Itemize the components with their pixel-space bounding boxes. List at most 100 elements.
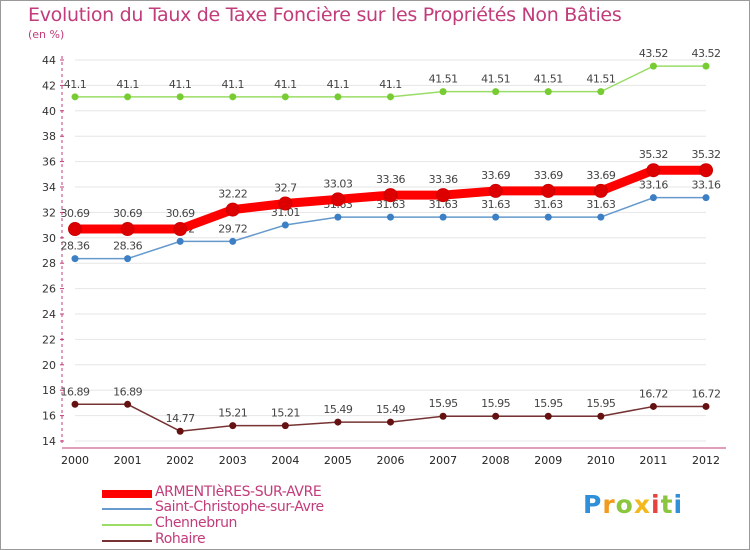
- data-point: [383, 188, 398, 203]
- data-label: 15.21: [271, 407, 300, 420]
- legend-label: ARMENTIèRES-SUR-AVRE: [155, 484, 322, 500]
- data-label: 33.16: [692, 179, 721, 192]
- data-point: [439, 88, 447, 96]
- x-tick-label: 2012: [692, 454, 720, 467]
- data-label: 31.63: [429, 198, 458, 211]
- data-label: 31.63: [534, 198, 563, 211]
- x-tick-label: 2010: [587, 454, 615, 467]
- data-point: [649, 62, 657, 70]
- data-label: 33.36: [429, 173, 458, 186]
- data-point: [544, 88, 552, 96]
- data-point: [492, 88, 500, 96]
- data-point: [334, 93, 342, 101]
- data-label: 16.89: [61, 385, 90, 398]
- data-point: [173, 222, 188, 237]
- data-label: 30.69: [61, 207, 90, 220]
- data-point: [68, 222, 82, 237]
- data-label: 33.69: [534, 169, 563, 182]
- data-point: [387, 418, 394, 426]
- data-point: [330, 192, 345, 207]
- y-tick-label: 32: [42, 206, 56, 219]
- data-point: [124, 400, 132, 408]
- data-point: [229, 422, 237, 430]
- data-point: [124, 93, 132, 101]
- data-label: 35.32: [639, 148, 668, 161]
- y-tick-label: 38: [42, 130, 56, 143]
- data-label: 33.69: [481, 169, 510, 182]
- data-point: [488, 183, 503, 198]
- data-point: [387, 213, 394, 221]
- data-point: [176, 237, 184, 245]
- data-label: 15.95: [481, 397, 510, 410]
- data-label: 33.16: [639, 179, 668, 192]
- data-point: [225, 202, 240, 217]
- data-label: 31.63: [376, 198, 405, 211]
- data-label: 15.49: [323, 403, 352, 416]
- legend-swatch: [102, 524, 152, 526]
- y-tick-label: 16: [42, 410, 56, 423]
- data-label: 15.95: [534, 397, 563, 410]
- x-tick-label: 2003: [219, 454, 247, 467]
- data-label: 43.52: [639, 47, 668, 60]
- data-label: 16.72: [692, 387, 721, 400]
- logo-letter: x: [633, 490, 651, 519]
- data-label: 33.03: [323, 177, 352, 190]
- data-point: [702, 62, 710, 70]
- chart-title: Evolution du Taux de Taxe Foncière sur l…: [28, 4, 622, 26]
- data-point: [702, 402, 710, 410]
- y-tick-label: 36: [42, 156, 56, 169]
- y-tick-label: 18: [42, 384, 56, 397]
- data-label: 41.1: [64, 78, 87, 91]
- data-label: 14.77: [166, 412, 195, 425]
- y-tick-label: 42: [42, 79, 56, 92]
- y-tick-label: 28: [42, 257, 56, 270]
- y-axis-unit: (en %): [28, 28, 65, 41]
- data-label: 16.89: [113, 385, 142, 398]
- data-point: [176, 93, 184, 101]
- data-label: 41.1: [169, 78, 192, 91]
- data-label: 41.51: [534, 73, 563, 86]
- data-label: 43.52: [692, 47, 721, 60]
- data-label: 28.36: [61, 240, 90, 253]
- y-tick-label: 20: [42, 359, 56, 372]
- data-label: 28.36: [113, 240, 142, 253]
- y-tick-label: 22: [42, 333, 56, 346]
- x-tick-label: 2011: [639, 454, 667, 467]
- data-label: 30.69: [113, 207, 142, 220]
- x-tick-label: 2005: [324, 454, 352, 467]
- y-tick-label: 40: [42, 105, 56, 118]
- data-point: [492, 213, 500, 221]
- data-label: 15.49: [376, 403, 405, 416]
- data-point: [281, 422, 289, 430]
- data-point: [597, 213, 605, 221]
- data-label: 35.32: [692, 148, 721, 161]
- data-point: [124, 255, 132, 263]
- data-point: [278, 196, 293, 211]
- x-tick-label: 2007: [429, 454, 457, 467]
- data-label: 15.21: [218, 407, 247, 420]
- data-point: [281, 221, 289, 229]
- data-point: [541, 183, 556, 198]
- data-label: 29.72: [218, 222, 247, 235]
- data-point: [597, 412, 605, 420]
- data-point: [702, 194, 710, 202]
- legend-label: Saint-Christophe-sur-Avre: [155, 499, 324, 515]
- data-label: 33.36: [376, 173, 405, 186]
- x-tick-label: 2009: [534, 454, 562, 467]
- data-label: 31.01: [271, 206, 300, 219]
- y-tick-label: 14: [42, 435, 56, 448]
- x-tick-label: 2002: [166, 454, 194, 467]
- data-label: 41.51: [429, 73, 458, 86]
- data-point: [597, 88, 605, 96]
- data-point: [544, 213, 552, 221]
- legend-label: Chennebrun: [155, 515, 238, 531]
- data-point: [439, 213, 447, 221]
- data-label: 15.95: [586, 397, 615, 410]
- data-point: [229, 237, 237, 245]
- y-tick-label: 44: [42, 54, 56, 67]
- y-tick-label: 30: [42, 232, 56, 245]
- data-label: 41.1: [222, 78, 245, 91]
- data-point: [593, 183, 608, 198]
- data-label: 31.63: [481, 198, 510, 211]
